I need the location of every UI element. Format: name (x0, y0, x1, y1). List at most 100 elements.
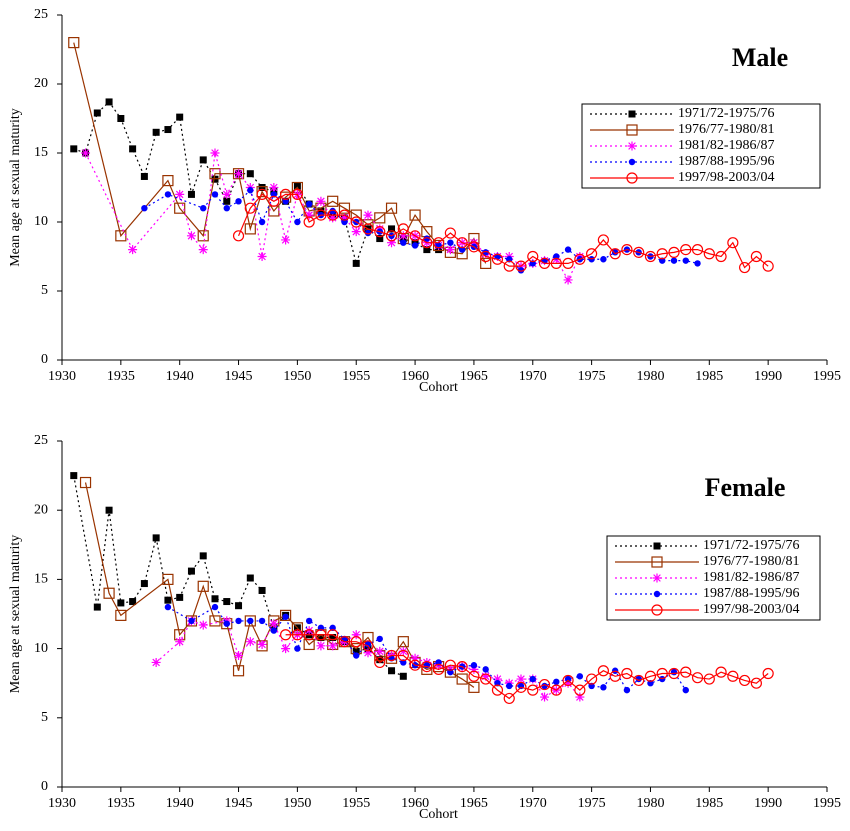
data-point (339, 213, 349, 223)
legend-marker (651, 604, 663, 616)
legend-label: 1997/98-2003/04 (703, 602, 799, 617)
data-point (586, 248, 598, 260)
data-point (456, 660, 468, 673)
y-tick-label: 5 (41, 283, 48, 298)
legend-marker (628, 158, 636, 166)
legend-label: 1987/88-1995/96 (678, 154, 774, 169)
panel: 0 5 10 15 20 25 1930 1935 1940 1945 1950 1955 1960 19… (8, 7, 841, 395)
data-point (399, 672, 407, 680)
y-tick-label: 15 (34, 572, 48, 587)
x-tick-label: 1960 (401, 796, 429, 811)
data-point (258, 184, 266, 191)
data-point (353, 652, 360, 659)
data-point (668, 667, 680, 680)
data-point (388, 667, 396, 675)
data-point (280, 609, 292, 621)
data-point (317, 634, 325, 642)
data-point (79, 476, 92, 489)
data-point (562, 257, 574, 269)
data-point (541, 682, 548, 690)
data-point (211, 603, 219, 611)
legend-label: 1976/77-1980/81 (678, 122, 774, 137)
data-point (398, 231, 408, 241)
data-point (680, 666, 692, 678)
data-point (444, 227, 456, 239)
data-point (564, 246, 572, 253)
data-point (600, 256, 607, 263)
data-point (115, 609, 127, 621)
x-tick-label: 1945 (225, 369, 253, 384)
data-point (433, 663, 445, 675)
data-point (691, 244, 704, 256)
data-point (597, 234, 609, 246)
data-point (621, 244, 633, 256)
data-point (423, 235, 431, 242)
data-point (397, 636, 409, 648)
legend-label: 1981/82-1986/87 (703, 570, 799, 585)
data-point (256, 188, 268, 200)
data-point (423, 246, 431, 254)
data-point (115, 230, 127, 242)
data-point (492, 674, 502, 684)
data-point (223, 197, 231, 205)
series-line (144, 189, 698, 272)
data-point (68, 36, 80, 49)
data-point (644, 670, 657, 682)
data-point (563, 275, 573, 285)
x-tick-label: 1980 (636, 796, 664, 811)
data-point (328, 213, 338, 223)
data-point (305, 617, 313, 625)
data-point (623, 686, 631, 694)
data-point (210, 148, 220, 158)
data-point (400, 239, 407, 246)
data-point (503, 692, 515, 705)
legend-box (606, 535, 821, 621)
data-point (316, 641, 326, 651)
data-point (409, 209, 421, 221)
data-point (375, 646, 385, 656)
x-tick-label: 1930 (48, 369, 76, 384)
data-point (234, 169, 244, 179)
data-point (635, 675, 642, 683)
data-point (374, 226, 386, 238)
data-point (491, 253, 504, 265)
data-point (293, 182, 301, 190)
data-point (280, 629, 292, 641)
data-point (175, 189, 185, 199)
data-point (727, 670, 739, 682)
data-point (363, 210, 373, 220)
data-point (200, 205, 207, 212)
data-point (633, 246, 645, 258)
data-point (376, 656, 384, 664)
legend-marker (651, 556, 663, 568)
panel: 0 5 10 15 20 25 1930 1935 1940 1945 1950 1955 1960 19… (8, 433, 841, 822)
data-point (597, 665, 609, 677)
data-point (445, 245, 455, 255)
data-point (281, 235, 291, 245)
data-point (258, 218, 266, 226)
data-point (162, 175, 174, 187)
data-point (175, 637, 185, 647)
x-tick-label: 1940 (166, 796, 194, 811)
data-point (245, 637, 255, 647)
x-tick-label: 1995 (813, 796, 841, 811)
data-point (327, 209, 339, 221)
data-point (727, 237, 739, 249)
data-point (211, 191, 219, 198)
data-point (140, 172, 148, 180)
data-point (268, 195, 280, 207)
data-point (197, 580, 209, 592)
data-point (247, 617, 254, 625)
data-point (621, 667, 633, 680)
data-point (188, 617, 195, 625)
data-point (550, 257, 562, 269)
data-point (515, 260, 527, 272)
legend: 1971/72-1975/761976/77-1980/811981/82-19… (581, 103, 821, 189)
data-point (682, 257, 689, 264)
data-point (691, 672, 704, 684)
x-tick-label: 1975 (578, 369, 606, 384)
data-point (411, 242, 419, 249)
data-point (385, 649, 398, 662)
data-point (576, 673, 584, 680)
data-point (444, 659, 456, 671)
